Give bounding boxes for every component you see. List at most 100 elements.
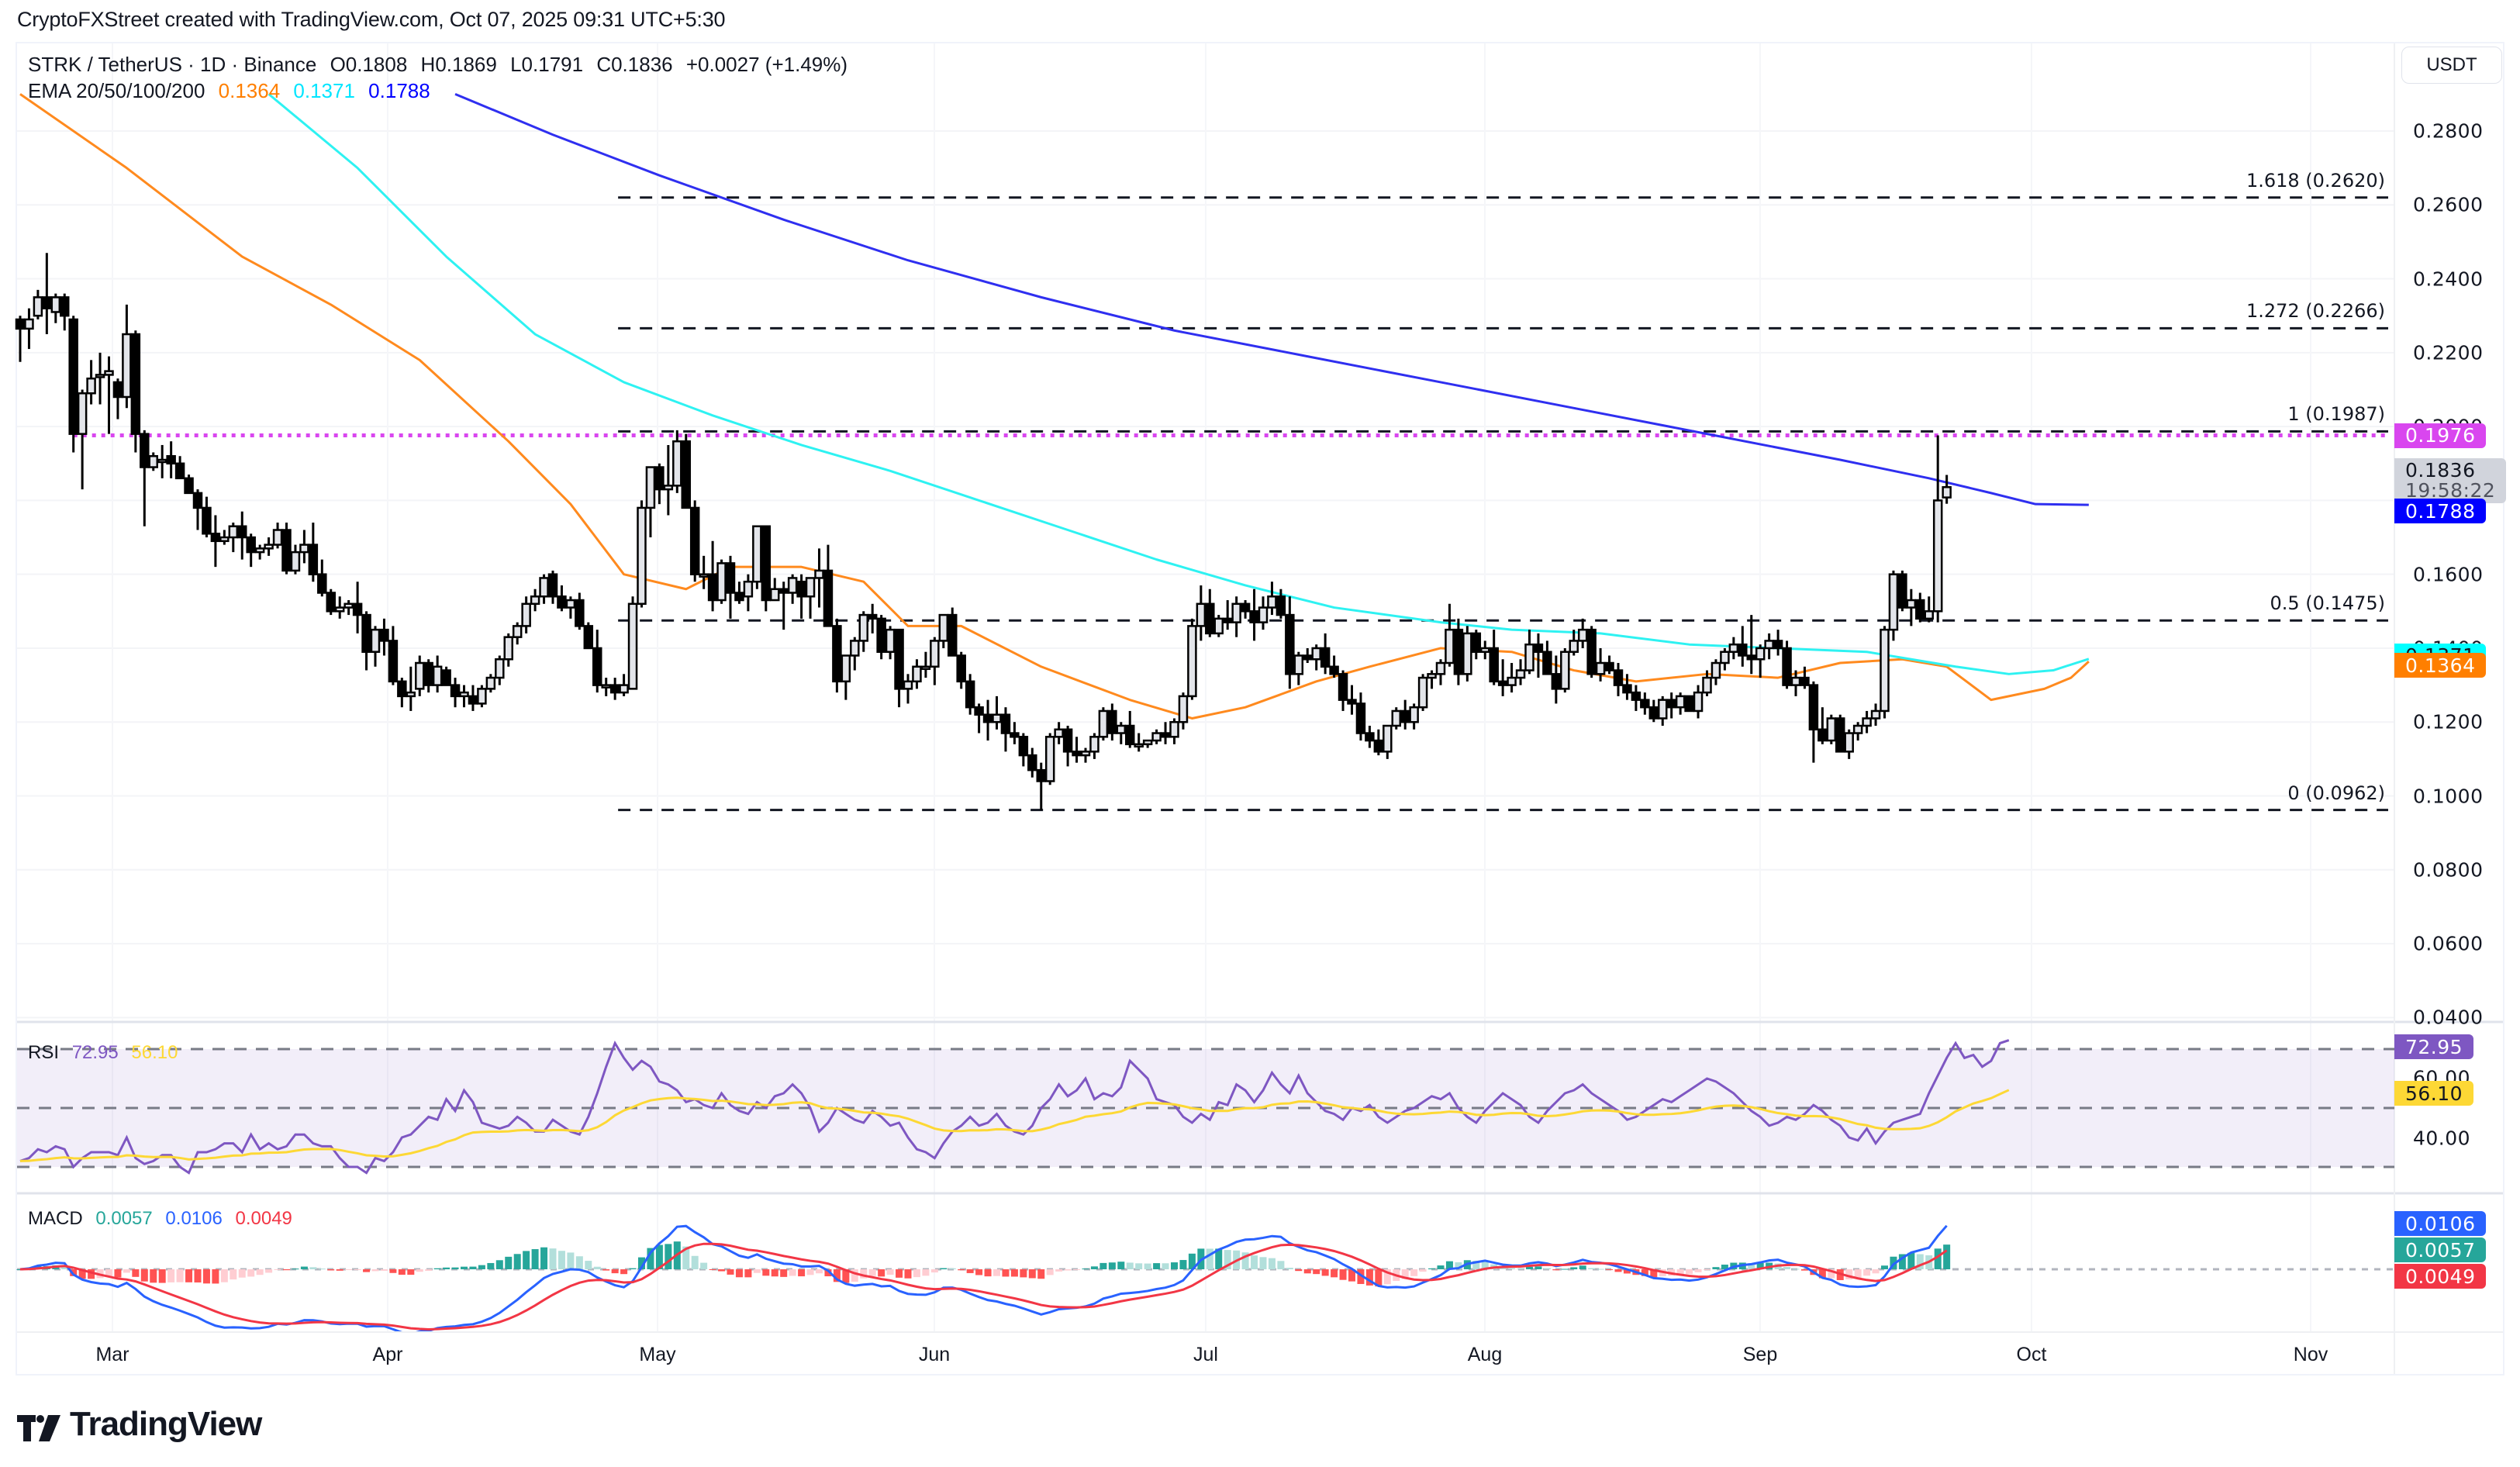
candle-body[interactable] — [645, 466, 656, 509]
candle-body[interactable] — [1435, 661, 1446, 675]
candle-body[interactable] — [1702, 676, 1712, 694]
candle-body[interactable] — [1267, 595, 1277, 609]
candle-body[interactable] — [361, 613, 371, 653]
candle-body[interactable] — [1293, 654, 1304, 675]
candle-body[interactable] — [450, 684, 461, 698]
candle-body[interactable] — [992, 713, 1002, 723]
candle-body[interactable] — [1790, 676, 1801, 686]
candle-body[interactable] — [867, 613, 878, 620]
candle-body[interactable] — [619, 684, 629, 694]
candle-body[interactable] — [707, 573, 718, 602]
candle-body[interactable] — [388, 640, 399, 683]
candle-body[interactable] — [1906, 599, 1917, 609]
candle-body[interactable] — [50, 296, 61, 313]
candle-body[interactable] — [1089, 736, 1099, 753]
candle-body[interactable] — [1196, 602, 1206, 627]
candle-body[interactable] — [1808, 684, 1819, 731]
candle-body[interactable] — [770, 588, 780, 602]
candle-body[interactable] — [761, 525, 772, 602]
candle-body[interactable] — [1391, 709, 1401, 727]
candle-body[interactable] — [1888, 573, 1899, 631]
candle-body[interactable] — [1942, 485, 1952, 499]
candle-body[interactable] — [352, 602, 363, 616]
candle-body[interactable] — [609, 684, 620, 694]
candle-body[interactable] — [1062, 728, 1073, 753]
candle-body[interactable] — [1462, 632, 1472, 675]
candle-body[interactable] — [77, 392, 88, 435]
candle-body[interactable] — [681, 440, 691, 509]
candle-body[interactable] — [68, 318, 78, 435]
candle-body[interactable] — [575, 599, 585, 627]
candle-body[interactable] — [495, 658, 505, 679]
macd-label[interactable]: MACD — [28, 1208, 83, 1229]
candle-body[interactable] — [637, 506, 647, 606]
candle-body[interactable] — [1080, 751, 1091, 757]
candle-body[interactable] — [1764, 640, 1774, 650]
candle-body[interactable] — [1000, 713, 1011, 734]
candle-body[interactable] — [982, 713, 993, 723]
candle-body[interactable] — [1897, 573, 1907, 609]
candle-body[interactable] — [130, 333, 141, 435]
currency-button[interactable]: USDT — [2401, 47, 2502, 84]
candle-body[interactable] — [1383, 724, 1393, 753]
candle-body[interactable] — [841, 654, 851, 683]
candle-body[interactable] — [1400, 709, 1410, 723]
candle-body[interactable] — [60, 296, 70, 317]
candle-body[interactable] — [1569, 640, 1579, 653]
candle-body[interactable] — [1445, 628, 1455, 664]
candle-body[interactable] — [370, 628, 381, 653]
candle-body[interactable] — [210, 533, 221, 543]
candle-body[interactable] — [290, 551, 301, 572]
candle-body[interactable] — [1666, 699, 1676, 709]
symbol-title[interactable]: STRK / TetherUS · 1D · Binance — [28, 53, 317, 76]
candle-body[interactable] — [1932, 499, 1943, 613]
candle-body[interactable] — [1222, 617, 1233, 623]
candle-body[interactable] — [1249, 610, 1259, 623]
candle-body[interactable] — [1738, 643, 1748, 657]
candle-body[interactable] — [965, 680, 975, 709]
candle-body[interactable] — [654, 466, 665, 491]
candle-body[interactable] — [1533, 643, 1544, 653]
candle-body[interactable] — [1728, 643, 1739, 653]
candle-body[interactable] — [95, 374, 105, 378]
candle-body[interactable] — [1782, 647, 1792, 686]
candle-body[interactable] — [1489, 647, 1499, 683]
candle-body[interactable] — [1036, 768, 1046, 782]
candle-body[interactable] — [601, 684, 611, 689]
candle-body[interactable] — [1072, 751, 1082, 757]
candle-body[interactable] — [272, 529, 283, 546]
candle-body[interactable] — [441, 669, 451, 686]
candle-body[interactable] — [876, 617, 886, 653]
candle-body[interactable] — [148, 454, 158, 468]
candle-body[interactable] — [1409, 706, 1419, 723]
candle-body[interactable] — [1276, 595, 1286, 616]
candle-body[interactable] — [1862, 717, 1872, 727]
candle-body[interactable] — [1471, 632, 1482, 653]
candle-body[interactable] — [326, 592, 336, 613]
candle-body[interactable] — [1675, 695, 1686, 709]
candle-body[interactable] — [1303, 654, 1313, 661]
candle-body[interactable] — [512, 625, 523, 638]
candle-body[interactable] — [1746, 654, 1756, 661]
candle-body[interactable] — [1631, 691, 1641, 701]
candle-body[interactable] — [1329, 665, 1339, 675]
candle-body[interactable] — [885, 628, 896, 653]
candle-body[interactable] — [663, 485, 674, 491]
candle-body[interactable] — [1720, 651, 1730, 664]
candle-body[interactable] — [814, 569, 824, 579]
candle-body[interactable] — [174, 462, 185, 480]
candle-body[interactable] — [228, 525, 239, 539]
candle-body[interactable] — [264, 544, 274, 550]
candle-body[interactable] — [33, 296, 43, 317]
candle-body[interactable] — [1134, 743, 1144, 748]
candle-body[interactable] — [583, 625, 594, 650]
candle-body[interactable] — [1205, 602, 1215, 635]
candle-body[interactable] — [805, 577, 816, 598]
candle-body[interactable] — [1187, 625, 1197, 698]
candle-body[interactable] — [1710, 661, 1721, 679]
candle-body[interactable] — [104, 370, 114, 376]
candle-body[interactable] — [299, 544, 309, 554]
candle-body[interactable] — [823, 569, 834, 627]
candle-body[interactable] — [1835, 717, 1845, 753]
tradingview-logo[interactable]: TradingView — [17, 1405, 262, 1444]
